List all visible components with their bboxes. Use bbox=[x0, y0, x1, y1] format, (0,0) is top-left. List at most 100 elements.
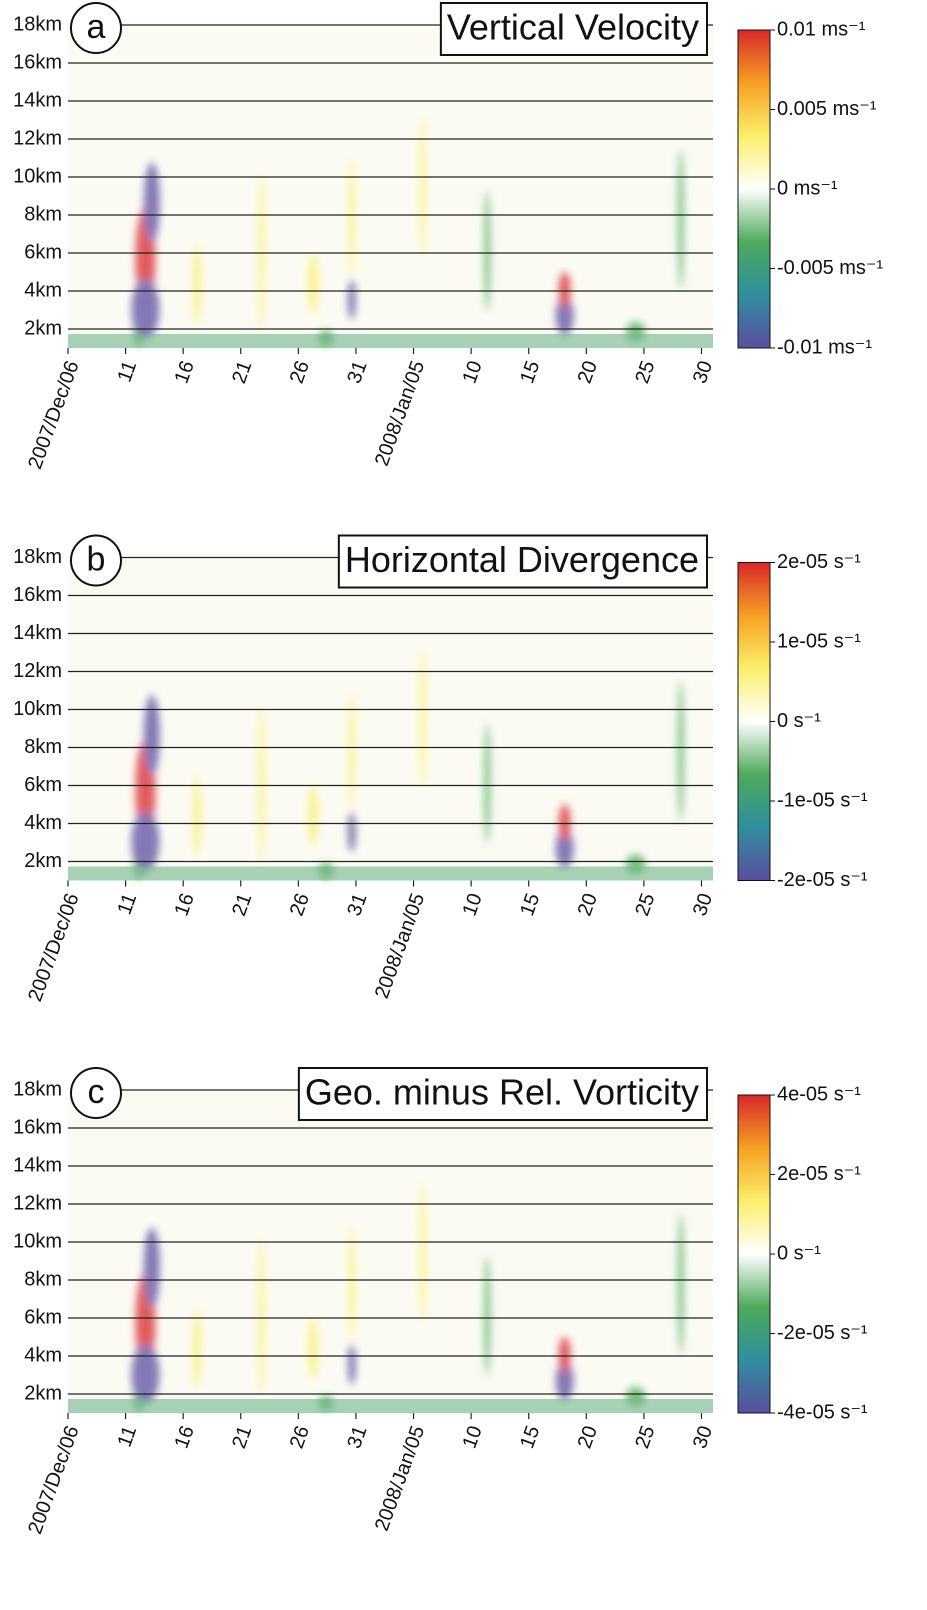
x-tick-label: 20 bbox=[574, 358, 602, 386]
x-tick-label: 20 bbox=[574, 890, 602, 918]
field-feature bbox=[131, 811, 160, 872]
field-feature bbox=[131, 279, 160, 340]
field-feature bbox=[677, 1213, 684, 1354]
field-feature bbox=[558, 271, 571, 308]
x-tick-label: 20 bbox=[574, 1423, 602, 1451]
y-tick-label: 10km bbox=[13, 1230, 62, 1252]
colorbar-tick-label: -2e-05 s⁻¹ bbox=[777, 869, 868, 891]
y-tick-label: 18km bbox=[13, 546, 62, 568]
field-feature bbox=[555, 1360, 574, 1401]
ground-band bbox=[68, 1399, 713, 1413]
x-tick-label: 26 bbox=[286, 358, 314, 386]
x-tick-label: 2008/Jan/05 bbox=[371, 1423, 429, 1534]
x-tick-label: 15 bbox=[516, 890, 544, 918]
field-feature bbox=[347, 279, 356, 320]
title-box bbox=[337, 534, 708, 589]
x-tick-label: 16 bbox=[171, 1423, 199, 1451]
x-tick-label: 25 bbox=[631, 358, 659, 386]
x-tick-label: 21 bbox=[228, 890, 256, 918]
panel-label-circle bbox=[70, 2, 122, 54]
colorbar-tick-label: 0 s⁻¹ bbox=[777, 1242, 821, 1264]
x-tick-label: 15 bbox=[516, 1423, 544, 1451]
field-feature bbox=[258, 1236, 265, 1397]
colorbar-tick-label: 4e-05 s⁻¹ bbox=[777, 1083, 861, 1105]
y-tick-label: 4km bbox=[24, 812, 62, 834]
colorbar-tick-label: 2e-05 s⁻¹ bbox=[777, 551, 861, 573]
field-feature bbox=[348, 158, 355, 279]
colorbar-tick-label: 0 ms⁻¹ bbox=[777, 177, 838, 199]
field-feature bbox=[419, 116, 426, 257]
panel-label-circle bbox=[70, 1067, 122, 1119]
y-tick-label: 2km bbox=[24, 1382, 62, 1404]
x-tick-label: 11 bbox=[113, 358, 141, 385]
y-tick-label: 10km bbox=[13, 698, 62, 720]
colorbar-tick-label: 0.005 ms⁻¹ bbox=[777, 98, 877, 120]
field-feature bbox=[258, 171, 265, 332]
field-feature bbox=[419, 1181, 426, 1322]
field-feature bbox=[308, 785, 319, 846]
plot-area bbox=[68, 1090, 713, 1413]
colorbar-tick-label: -0.005 ms⁻¹ bbox=[777, 257, 883, 279]
y-tick-label: 8km bbox=[24, 203, 62, 225]
y-tick-label: 14km bbox=[13, 1154, 62, 1176]
field-feature bbox=[484, 723, 491, 844]
y-tick-label: 12km bbox=[13, 1192, 62, 1214]
field-feature bbox=[308, 1318, 319, 1379]
x-tick-label: 2008/Jan/05 bbox=[371, 358, 429, 469]
field-feature bbox=[484, 191, 491, 312]
y-tick-label: 8km bbox=[24, 736, 62, 758]
panel-label: b bbox=[87, 540, 106, 578]
field-feature bbox=[143, 162, 160, 243]
x-tick-label: 30 bbox=[689, 1423, 717, 1451]
field-feature bbox=[193, 243, 201, 324]
field-feature bbox=[143, 1227, 160, 1308]
field-feature bbox=[348, 1223, 355, 1344]
field-feature bbox=[677, 681, 684, 822]
title-box bbox=[439, 2, 708, 56]
x-tick-label: 15 bbox=[516, 358, 544, 386]
field-feature bbox=[193, 775, 201, 856]
y-tick-label: 6km bbox=[24, 774, 62, 796]
field-texture bbox=[131, 1181, 684, 1413]
field-feature bbox=[258, 703, 265, 864]
ground-band bbox=[68, 866, 713, 881]
panel: 18km 16km 14km 12km 10km 8km 6km 4km 2km 2007/Dec… bbox=[13, 534, 868, 1005]
field-feature bbox=[558, 1336, 571, 1373]
ground-band bbox=[68, 334, 713, 348]
y-tick-label: 10km bbox=[13, 165, 62, 187]
x-tick-label: 31 bbox=[343, 890, 371, 918]
x-tick-label: 31 bbox=[343, 1423, 371, 1451]
colorbar-tick-label: 1e-05 s⁻¹ bbox=[777, 630, 861, 652]
y-tick-label: 18km bbox=[13, 1078, 62, 1100]
panel-label: c bbox=[88, 1073, 105, 1111]
field-feature bbox=[308, 253, 319, 314]
x-tick-label: 10 bbox=[459, 1423, 487, 1451]
x-tick-label: 21 bbox=[228, 1423, 256, 1451]
colorbar-tick-label: -1e-05 s⁻¹ bbox=[777, 789, 868, 811]
y-tick-label: 6km bbox=[24, 241, 62, 263]
x-tick-label: 30 bbox=[689, 890, 717, 918]
y-tick-label: 4km bbox=[24, 1344, 62, 1366]
colorbar bbox=[737, 1094, 771, 1414]
field-feature bbox=[347, 812, 356, 853]
x-tick-label: 2007/Dec/06 bbox=[24, 890, 83, 1004]
x-tick-label: 2008/Jan/05 bbox=[371, 890, 429, 1001]
y-tick-label: 8km bbox=[24, 1268, 62, 1290]
colorbar bbox=[737, 29, 771, 349]
x-tick-label: 16 bbox=[171, 890, 199, 918]
panel-label: a bbox=[87, 8, 106, 46]
y-tick-label: 12km bbox=[13, 660, 62, 682]
colorbar-tick-label: -4e-05 s⁻¹ bbox=[777, 1401, 868, 1423]
y-tick-label: 14km bbox=[13, 89, 62, 111]
field-feature bbox=[347, 1344, 356, 1385]
panel: 18km 16km 14km 12km 10km 8km 6km 4km 2km 2007/Dec… bbox=[13, 1067, 868, 1537]
plot-area bbox=[68, 557, 713, 881]
colorbar-tick-label: 0.01 ms⁻¹ bbox=[777, 18, 866, 40]
chart-title: Horizontal Divergence bbox=[345, 539, 699, 580]
field-feature bbox=[131, 1344, 160, 1405]
colorbar-tick-label: -2e-05 s⁻¹ bbox=[777, 1322, 868, 1344]
y-tick-label: 4km bbox=[24, 279, 62, 301]
y-tick-label: 14km bbox=[13, 622, 62, 644]
y-tick-label: 16km bbox=[13, 1116, 62, 1138]
